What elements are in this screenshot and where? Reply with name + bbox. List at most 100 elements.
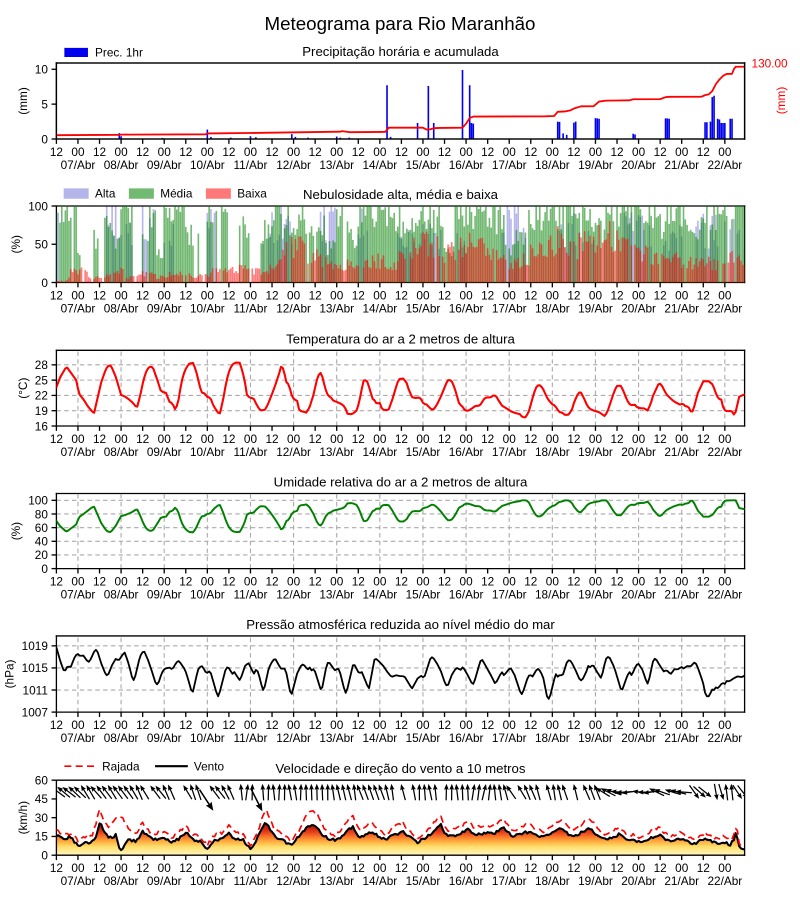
svg-text:20/Abr: 20/Abr — [621, 158, 656, 172]
svg-text:0: 0 — [41, 132, 48, 146]
svg-text:12: 12 — [309, 861, 322, 875]
svg-text:00: 00 — [503, 145, 517, 159]
svg-text:12: 12 — [481, 289, 494, 303]
svg-text:Umidade relativa do ar a 2 met: Umidade relativa do ar a 2 metros de alt… — [274, 475, 528, 490]
svg-text:00: 00 — [287, 861, 301, 875]
svg-text:00: 00 — [416, 145, 430, 159]
svg-text:12: 12 — [352, 575, 365, 589]
svg-text:(%): (%) — [9, 235, 23, 253]
svg-text:20/Abr: 20/Abr — [621, 301, 656, 315]
svg-text:14/Abr: 14/Abr — [362, 874, 397, 888]
svg-text:15: 15 — [35, 830, 49, 844]
svg-text:16/Abr: 16/Abr — [449, 301, 484, 315]
svg-text:13/Abr: 13/Abr — [319, 158, 354, 172]
svg-text:00: 00 — [201, 718, 215, 732]
svg-text:12: 12 — [438, 718, 451, 732]
svg-text:80: 80 — [35, 507, 49, 521]
svg-text:12: 12 — [610, 289, 623, 303]
svg-text:5: 5 — [41, 97, 48, 111]
svg-text:09/Abr: 09/Abr — [147, 445, 182, 459]
svg-text:12: 12 — [222, 861, 235, 875]
svg-text:12: 12 — [265, 718, 278, 732]
svg-text:13/Abr: 13/Abr — [319, 731, 354, 745]
svg-text:00: 00 — [416, 718, 430, 732]
svg-text:(°C): (°C) — [16, 378, 30, 399]
svg-text:00: 00 — [115, 145, 129, 159]
svg-text:00: 00 — [330, 145, 344, 159]
svg-text:19: 19 — [35, 404, 48, 418]
svg-text:12: 12 — [697, 861, 710, 875]
svg-text:12: 12 — [524, 575, 537, 589]
svg-text:09/Abr: 09/Abr — [147, 874, 182, 888]
svg-text:00: 00 — [632, 289, 646, 303]
svg-text:12: 12 — [50, 289, 63, 303]
svg-text:07/Abr: 07/Abr — [61, 587, 96, 601]
svg-text:00: 00 — [546, 718, 560, 732]
svg-text:12: 12 — [610, 432, 623, 446]
svg-text:00: 00 — [158, 432, 172, 446]
svg-text:00: 00 — [71, 432, 85, 446]
svg-text:13/Abr: 13/Abr — [319, 445, 354, 459]
svg-text:00: 00 — [115, 718, 129, 732]
svg-text:12: 12 — [352, 289, 365, 303]
svg-text:12: 12 — [610, 861, 623, 875]
svg-text:09/Abr: 09/Abr — [147, 731, 182, 745]
svg-text:10/Abr: 10/Abr — [190, 445, 225, 459]
svg-text:60: 60 — [35, 521, 49, 535]
svg-text:07/Abr: 07/Abr — [61, 158, 96, 172]
svg-text:00: 00 — [115, 861, 129, 875]
svg-text:14/Abr: 14/Abr — [362, 445, 397, 459]
svg-text:18/Abr: 18/Abr — [535, 158, 570, 172]
svg-text:00: 00 — [503, 432, 517, 446]
svg-text:12/Abr: 12/Abr — [276, 301, 311, 315]
svg-text:12: 12 — [697, 289, 710, 303]
svg-text:50: 50 — [35, 238, 49, 252]
svg-text:00: 00 — [373, 861, 387, 875]
svg-text:12: 12 — [481, 432, 494, 446]
svg-text:10/Abr: 10/Abr — [190, 874, 225, 888]
svg-text:12: 12 — [222, 718, 235, 732]
svg-text:18/Abr: 18/Abr — [535, 445, 570, 459]
svg-text:12: 12 — [654, 145, 667, 159]
svg-text:00: 00 — [546, 145, 560, 159]
svg-text:00: 00 — [632, 718, 646, 732]
svg-text:00: 00 — [589, 145, 603, 159]
svg-text:00: 00 — [287, 289, 301, 303]
svg-text:12: 12 — [654, 432, 667, 446]
svg-text:10: 10 — [35, 63, 49, 77]
svg-text:12: 12 — [395, 145, 408, 159]
svg-text:17/Abr: 17/Abr — [492, 587, 527, 601]
svg-text:12: 12 — [136, 145, 149, 159]
svg-text:12: 12 — [567, 861, 580, 875]
svg-text:00: 00 — [675, 861, 689, 875]
svg-text:16: 16 — [35, 419, 49, 433]
svg-text:00: 00 — [201, 289, 215, 303]
svg-text:00: 00 — [718, 289, 732, 303]
svg-text:(km/h): (km/h) — [16, 801, 30, 834]
svg-text:12: 12 — [610, 145, 623, 159]
svg-text:12: 12 — [395, 289, 408, 303]
svg-text:1019: 1019 — [22, 639, 48, 653]
svg-text:12: 12 — [93, 861, 106, 875]
svg-text:Rajada: Rajada — [102, 759, 140, 773]
svg-text:00: 00 — [718, 861, 732, 875]
svg-text:20/Abr: 20/Abr — [621, 874, 656, 888]
svg-text:Prec. 1hr: Prec. 1hr — [95, 46, 143, 60]
svg-text:00: 00 — [718, 432, 732, 446]
svg-text:21/Abr: 21/Abr — [664, 874, 699, 888]
svg-text:130.00: 130.00 — [752, 56, 789, 70]
svg-text:12: 12 — [179, 861, 192, 875]
svg-text:Temperatura do ar a 2 metros d: Temperatura do ar a 2 metros de altura — [286, 331, 515, 346]
svg-text:22/Abr: 22/Abr — [707, 587, 742, 601]
svg-text:12: 12 — [481, 861, 494, 875]
svg-text:19/Abr: 19/Abr — [578, 874, 613, 888]
svg-text:12: 12 — [438, 145, 451, 159]
svg-text:12: 12 — [136, 575, 149, 589]
svg-text:00: 00 — [330, 718, 344, 732]
svg-text:12: 12 — [222, 432, 235, 446]
svg-text:00: 00 — [287, 575, 301, 589]
svg-text:12: 12 — [697, 145, 710, 159]
svg-text:12: 12 — [438, 861, 451, 875]
svg-text:00: 00 — [546, 432, 560, 446]
svg-text:12: 12 — [50, 432, 63, 446]
